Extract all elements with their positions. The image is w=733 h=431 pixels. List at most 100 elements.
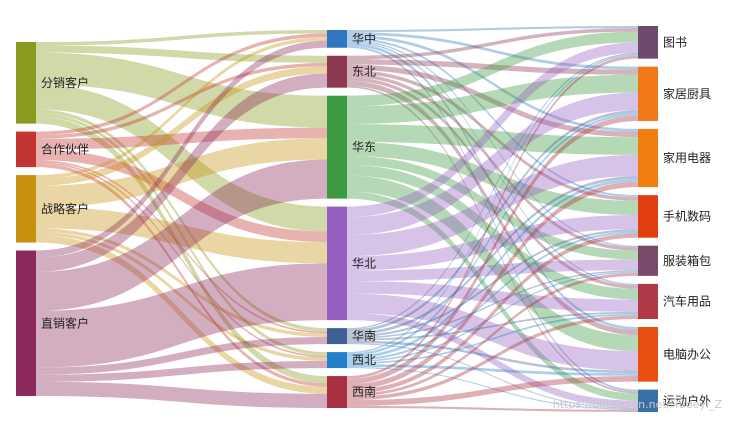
sankey-link[interactable]	[347, 233, 638, 394]
sankey-link[interactable]	[347, 375, 638, 406]
sankey-link[interactable]	[347, 113, 638, 356]
sankey-node[interactable]	[327, 95, 347, 199]
sankey-node[interactable]	[327, 328, 347, 345]
sankey-link[interactable]	[347, 313, 638, 408]
sankey-link[interactable]	[347, 273, 638, 397]
sankey-node[interactable]	[638, 245, 658, 276]
sankey-node[interactable]	[327, 30, 347, 48]
sankey-link[interactable]	[347, 115, 638, 385]
sankey-link[interactable]	[36, 161, 327, 358]
sankey-link[interactable]	[36, 360, 327, 382]
sankey-node[interactable]	[327, 55, 347, 88]
sankey-link[interactable]	[347, 271, 638, 363]
sankey-link[interactable]	[347, 69, 638, 201]
sankey-link[interactable]	[36, 127, 327, 150]
sankey-link[interactable]	[347, 55, 638, 379]
sankey-link[interactable]	[347, 59, 638, 75]
sankey-link[interactable]	[347, 32, 638, 70]
sankey-link[interactable]	[347, 37, 638, 198]
sankey-link[interactable]	[36, 163, 327, 387]
sankey-link[interactable]	[347, 26, 638, 33]
sankey-link[interactable]	[347, 340, 638, 374]
sankey-link[interactable]	[347, 42, 638, 330]
sankey-link[interactable]	[36, 235, 327, 394]
sankey-link[interactable]	[347, 85, 638, 394]
sankey-node[interactable]	[638, 389, 658, 412]
sankey-link[interactable]	[347, 34, 638, 132]
sankey-link[interactable]	[347, 154, 638, 257]
sankey-link[interactable]	[347, 343, 638, 409]
sankey-link[interactable]	[347, 31, 638, 107]
sankey-link[interactable]	[36, 37, 327, 179]
sankey-link[interactable]	[36, 73, 327, 272]
sankey-link[interactable]	[36, 337, 327, 375]
sankey-link[interactable]	[347, 74, 638, 125]
sankey-link[interactable]	[347, 110, 638, 333]
sankey-link[interactable]	[36, 207, 327, 264]
sankey-link[interactable]	[36, 45, 327, 63]
sankey-link[interactable]	[347, 229, 638, 338]
sankey-link[interactable]	[347, 281, 638, 312]
sankey-link[interactable]	[36, 138, 327, 208]
sankey-link[interactable]	[347, 52, 638, 330]
sankey-link[interactable]	[36, 149, 327, 243]
sankey-node[interactable]	[638, 327, 658, 382]
sankey-link[interactable]	[36, 66, 327, 186]
sankey-link[interactable]	[347, 54, 638, 354]
sankey-node[interactable]	[327, 376, 347, 408]
sankey-link[interactable]	[347, 39, 638, 248]
sankey-link[interactable]	[347, 231, 638, 361]
sankey-link[interactable]	[347, 313, 638, 365]
sankey-link[interactable]	[36, 231, 327, 361]
sankey-link[interactable]	[36, 33, 327, 136]
sankey-link[interactable]	[347, 141, 638, 215]
sankey-link[interactable]	[347, 28, 638, 60]
sankey-link[interactable]	[347, 176, 638, 336]
sankey-link[interactable]	[347, 42, 638, 218]
sankey-link[interactable]	[347, 293, 638, 371]
sankey-node[interactable]	[16, 175, 36, 243]
sankey-node[interactable]	[638, 66, 658, 121]
sankey-link[interactable]	[36, 116, 327, 384]
sankey-link[interactable]	[347, 175, 638, 352]
sankey-link[interactable]	[36, 228, 327, 337]
sankey-link[interactable]	[347, 178, 638, 359]
sankey-link[interactable]	[347, 77, 638, 289]
sankey-link[interactable]	[36, 30, 327, 46]
sankey-link[interactable]	[347, 367, 638, 410]
sankey-link[interactable]	[347, 41, 638, 286]
sankey-link[interactable]	[347, 164, 638, 300]
sankey-node[interactable]	[638, 26, 658, 59]
sankey-link[interactable]	[36, 112, 327, 356]
sankey-link[interactable]	[347, 315, 638, 401]
sankey-link[interactable]	[347, 45, 638, 392]
sankey-node[interactable]	[638, 195, 658, 238]
sankey-node[interactable]	[638, 128, 658, 188]
sankey-link[interactable]	[36, 160, 327, 334]
sankey-node[interactable]	[16, 250, 36, 396]
sankey-node[interactable]	[16, 42, 36, 124]
sankey-link[interactable]	[347, 64, 638, 138]
sankey-link[interactable]	[36, 263, 327, 368]
sankey-link[interactable]	[36, 381, 327, 408]
sankey-link[interactable]	[36, 62, 327, 139]
sankey-link[interactable]	[347, 181, 638, 390]
sankey-link[interactable]	[347, 80, 638, 336]
sankey-link[interactable]	[347, 405, 638, 412]
sankey-link[interactable]	[36, 84, 327, 232]
sankey-link[interactable]	[347, 92, 638, 235]
sankey-node[interactable]	[16, 131, 36, 168]
sankey-node[interactable]	[638, 283, 658, 319]
sankey-link[interactable]	[347, 215, 638, 271]
sankey-link[interactable]	[347, 124, 638, 155]
sankey-link[interactable]	[347, 156, 638, 260]
sankey-link[interactable]	[36, 40, 327, 258]
sankey-link[interactable]	[36, 159, 327, 311]
sankey-link[interactable]	[347, 364, 638, 376]
sankey-link[interactable]	[347, 311, 638, 341]
sankey-link[interactable]	[347, 259, 638, 282]
sankey-link[interactable]	[347, 191, 638, 401]
sankey-link[interactable]	[347, 73, 638, 251]
sankey-link[interactable]	[36, 109, 327, 332]
sankey-node[interactable]	[327, 352, 347, 369]
